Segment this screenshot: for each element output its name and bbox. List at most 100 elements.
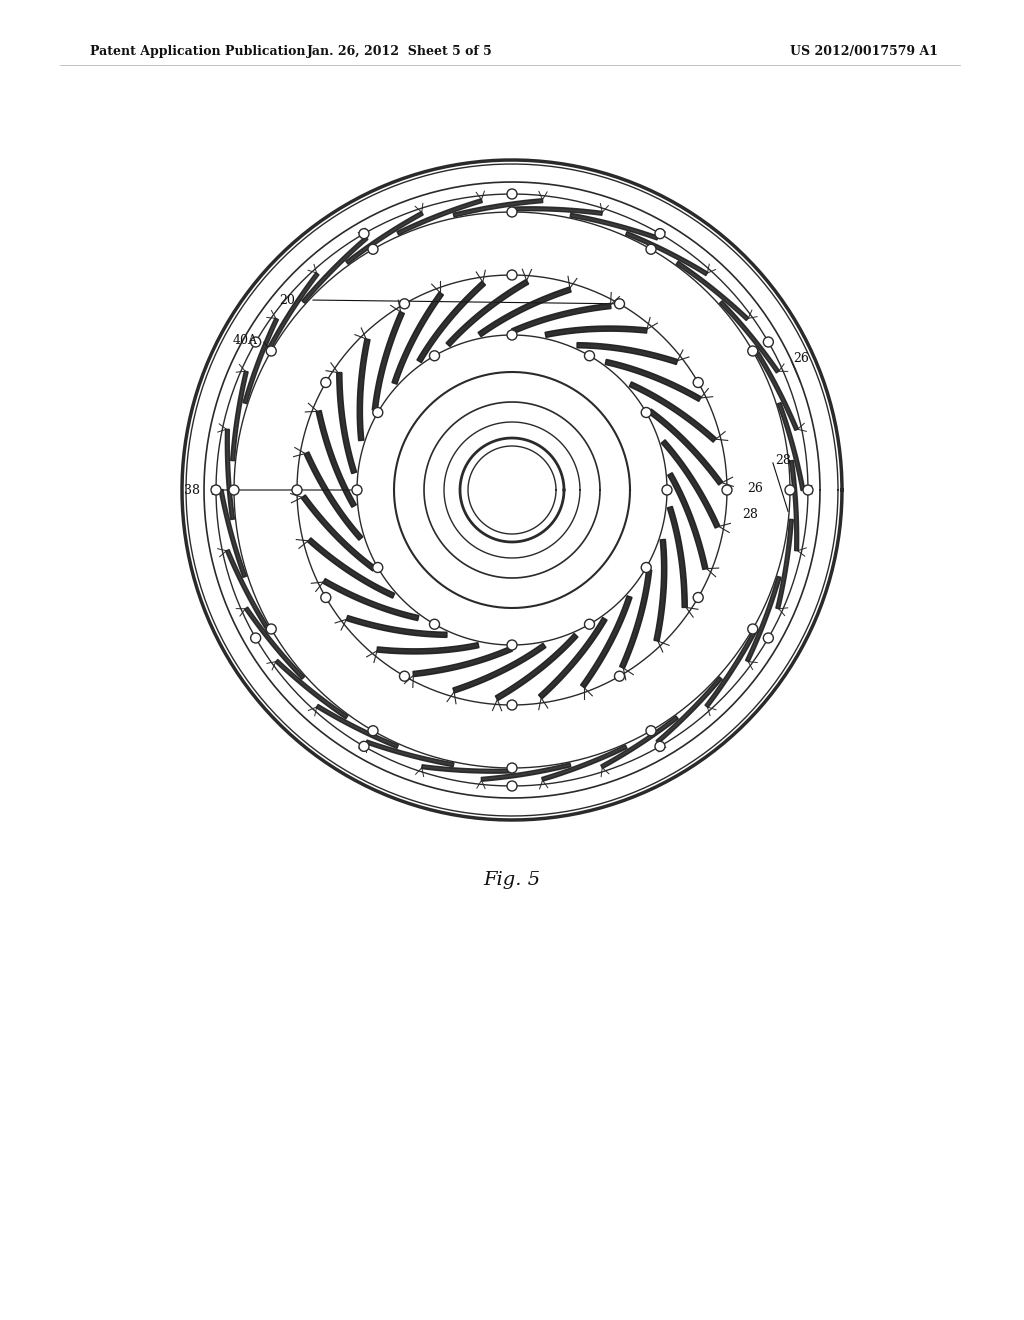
Polygon shape: [605, 359, 701, 401]
Polygon shape: [668, 507, 687, 607]
Polygon shape: [776, 519, 794, 609]
Text: Patent Application Publication: Patent Application Publication: [90, 45, 305, 58]
Polygon shape: [346, 615, 447, 638]
Circle shape: [229, 484, 239, 495]
Polygon shape: [316, 705, 398, 748]
Circle shape: [785, 484, 795, 495]
Polygon shape: [545, 326, 647, 338]
Polygon shape: [230, 371, 248, 461]
Polygon shape: [512, 207, 602, 215]
Circle shape: [507, 207, 517, 216]
Polygon shape: [790, 461, 799, 550]
Polygon shape: [460, 438, 564, 543]
Text: 28: 28: [742, 508, 758, 521]
Polygon shape: [346, 211, 423, 264]
Polygon shape: [481, 763, 570, 781]
Circle shape: [748, 346, 758, 356]
Circle shape: [763, 634, 773, 643]
Circle shape: [507, 271, 517, 280]
Polygon shape: [337, 372, 356, 474]
Polygon shape: [417, 281, 485, 363]
Circle shape: [748, 624, 758, 634]
Text: 26: 26: [793, 351, 809, 364]
Circle shape: [614, 671, 625, 681]
Circle shape: [614, 298, 625, 309]
Text: Jan. 26, 2012  Sheet 5 of 5: Jan. 26, 2012 Sheet 5 of 5: [307, 45, 493, 58]
Circle shape: [662, 484, 672, 495]
Polygon shape: [307, 537, 395, 598]
Polygon shape: [302, 236, 368, 304]
Text: 40A: 40A: [233, 334, 258, 346]
Polygon shape: [478, 286, 571, 337]
Circle shape: [266, 624, 276, 634]
Polygon shape: [301, 495, 376, 572]
Circle shape: [507, 763, 517, 774]
Circle shape: [693, 378, 703, 388]
Circle shape: [507, 700, 517, 710]
Circle shape: [646, 244, 656, 255]
Polygon shape: [542, 744, 627, 781]
Circle shape: [693, 593, 703, 602]
Polygon shape: [745, 577, 781, 663]
Circle shape: [655, 228, 665, 239]
Circle shape: [352, 484, 362, 495]
Polygon shape: [377, 643, 479, 653]
Circle shape: [368, 726, 378, 735]
Circle shape: [399, 671, 410, 681]
Polygon shape: [601, 715, 678, 768]
Circle shape: [373, 562, 383, 573]
Polygon shape: [512, 304, 611, 334]
Circle shape: [429, 619, 439, 630]
Circle shape: [655, 742, 665, 751]
Polygon shape: [304, 451, 362, 540]
Text: 28: 28: [775, 454, 791, 466]
Polygon shape: [454, 199, 543, 216]
Polygon shape: [275, 660, 348, 719]
Polygon shape: [676, 261, 749, 321]
Polygon shape: [720, 301, 779, 374]
Circle shape: [429, 351, 439, 360]
Text: Fig. 5: Fig. 5: [483, 871, 541, 888]
Circle shape: [585, 351, 595, 360]
Polygon shape: [357, 339, 370, 441]
Circle shape: [585, 619, 595, 630]
Polygon shape: [366, 741, 454, 767]
Polygon shape: [620, 569, 651, 668]
Circle shape: [321, 378, 331, 388]
Text: US 2012/0017579 A1: US 2012/0017579 A1: [790, 45, 938, 58]
Polygon shape: [397, 199, 482, 235]
Circle shape: [373, 408, 383, 417]
Text: 38: 38: [184, 483, 200, 496]
Circle shape: [803, 484, 813, 495]
Circle shape: [359, 742, 369, 751]
Polygon shape: [626, 231, 708, 276]
Polygon shape: [323, 578, 419, 620]
Polygon shape: [225, 429, 234, 520]
Polygon shape: [316, 411, 356, 507]
Circle shape: [507, 640, 517, 649]
Polygon shape: [656, 677, 722, 743]
Circle shape: [368, 244, 378, 255]
Circle shape: [321, 593, 331, 602]
Polygon shape: [245, 607, 304, 680]
Text: 26: 26: [746, 482, 763, 495]
Circle shape: [211, 484, 221, 495]
Polygon shape: [219, 490, 247, 577]
Circle shape: [763, 337, 773, 347]
Polygon shape: [243, 318, 279, 404]
Circle shape: [292, 484, 302, 495]
Polygon shape: [422, 764, 512, 774]
Polygon shape: [496, 634, 578, 701]
Circle shape: [399, 298, 410, 309]
Polygon shape: [570, 214, 658, 240]
Polygon shape: [453, 643, 546, 693]
Polygon shape: [668, 473, 708, 569]
Polygon shape: [654, 540, 667, 642]
Circle shape: [722, 484, 732, 495]
Circle shape: [251, 337, 261, 347]
Polygon shape: [446, 280, 528, 347]
Polygon shape: [705, 630, 757, 708]
Polygon shape: [539, 618, 607, 698]
Polygon shape: [629, 381, 717, 442]
Polygon shape: [373, 312, 404, 411]
